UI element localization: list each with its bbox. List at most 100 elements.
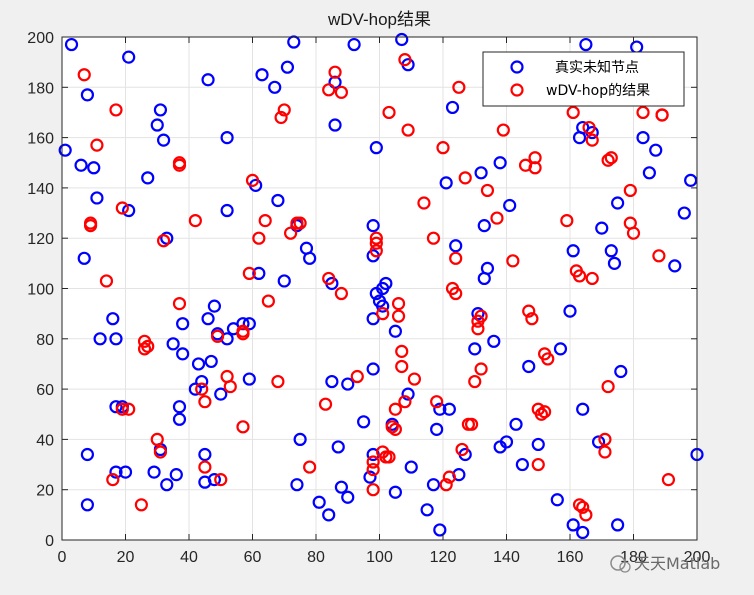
- wdvhop-estimate-point: [188, 213, 202, 228]
- true-node-point: [404, 460, 418, 474]
- wdvhop-estimate-point: [322, 83, 336, 97]
- wdvhop-estimate-point: [458, 171, 472, 185]
- true-node-point: [420, 503, 434, 517]
- true-node-point: [576, 525, 590, 540]
- chart-title: wDV-hop结果: [327, 10, 431, 29]
- wdvhop-estimate-point: [442, 470, 456, 484]
- true-node-point: [566, 518, 580, 532]
- wdvhop-estimate-point: [366, 483, 380, 497]
- true-node-point: [109, 332, 123, 346]
- legend-label-wdvhop: wDV-hop的结果: [546, 83, 650, 99]
- true-node-point: [487, 334, 501, 348]
- wdvhop-estimate-point: [398, 53, 412, 67]
- true-node-point: [550, 493, 564, 507]
- true-node-point: [106, 312, 120, 326]
- y-tick-label: 140: [27, 181, 54, 198]
- wdvhop-estimate-point: [439, 478, 453, 492]
- true-node-point: [604, 244, 618, 258]
- wdvhop-estimate-point: [369, 236, 383, 250]
- wdvhop-estimate-point: [598, 432, 612, 446]
- wdvhop-estimate-point: [455, 442, 469, 457]
- true-node-point: [449, 239, 463, 253]
- true-node-point: [433, 402, 447, 416]
- y-tick-label: 120: [27, 231, 54, 248]
- wechat-icon-2: [619, 561, 631, 573]
- wdvhop-estimate-point: [585, 133, 599, 147]
- true-node-point: [169, 468, 183, 482]
- wdvhop-estimate-point: [572, 498, 587, 512]
- true-node-point: [357, 415, 371, 429]
- true-node-point: [579, 37, 593, 52]
- wdvhop-estimate-point: [293, 216, 307, 230]
- wdvhop-estimate-point: [388, 402, 402, 416]
- true-node-point: [611, 196, 625, 210]
- true-node-point: [157, 133, 171, 147]
- legend-marker-true: [510, 60, 524, 74]
- legend-label-true: 真实未知节点: [555, 59, 639, 76]
- wdvhop-estimate-point: [531, 457, 545, 472]
- wdvhop-estimate-point: [134, 498, 148, 512]
- true-node-point: [176, 347, 190, 361]
- wdvhop-estimate-point: [141, 339, 155, 353]
- wdvhop-estimate-point: [236, 420, 250, 434]
- true-node-point: [271, 193, 285, 208]
- x-tick-label: 80: [307, 549, 325, 566]
- x-tick-label: 200: [684, 549, 711, 566]
- wdvhop-estimate-point: [506, 254, 520, 268]
- wdvhop-estimate-point: [601, 153, 615, 167]
- wdvhop-estimate-point: [528, 161, 542, 175]
- true-node-point: [277, 274, 291, 288]
- wdvhop-estimate-point: [115, 402, 129, 416]
- true-node-point: [503, 198, 517, 213]
- true-node-point: [430, 422, 444, 436]
- wdvhop-estimate-point: [366, 455, 380, 469]
- true-node-point: [147, 465, 161, 479]
- true-node-point: [255, 68, 269, 82]
- wdvhop-estimate-point: [277, 103, 291, 117]
- wdvhop-estimate-point: [395, 359, 409, 374]
- wdvhop-estimate-point: [150, 432, 164, 446]
- wdvhop-estimate-point: [258, 213, 272, 228]
- wdvhop-estimate-point: [636, 105, 650, 120]
- true-node-point: [369, 141, 383, 155]
- wdvhop-estimate-point: [490, 211, 504, 225]
- true-node-point: [379, 276, 393, 291]
- wdvhop-estimate-point: [579, 508, 593, 522]
- true-node-point: [471, 307, 485, 321]
- true-node-point: [312, 495, 326, 509]
- wdvhop-estimate-point: [582, 120, 596, 135]
- true-node-point: [77, 251, 91, 265]
- true-node-point: [388, 324, 402, 338]
- wdvhop-estimate-point: [198, 460, 212, 474]
- true-node-point: [445, 100, 460, 115]
- true-node-point: [80, 88, 95, 102]
- true-node-point: [188, 382, 202, 396]
- wdvhop-estimate-point: [236, 324, 250, 338]
- wdvhop-estimate-point: [271, 374, 285, 389]
- true-node-point: [611, 518, 625, 532]
- true-node-point: [242, 317, 256, 331]
- true-node-point: [322, 508, 336, 522]
- true-node-point: [109, 400, 123, 414]
- x-axis: 0 20 40 60 80 100 120 140 160 180 200: [58, 37, 711, 566]
- true-node-point: [207, 473, 221, 487]
- true-node-point: [522, 359, 536, 374]
- wdvhop-estimate-point: [474, 309, 488, 323]
- true-node-point: [334, 480, 348, 494]
- wdvhop-estimate-point: [83, 219, 98, 233]
- true-node-point: [401, 387, 415, 401]
- true-node-point: [553, 342, 568, 356]
- legend[interactable]: 真实未知节点 wDV-hop的结果: [482, 51, 685, 107]
- wdvhop-estimate-point: [318, 397, 333, 411]
- wdvhop-estimate-point: [626, 226, 641, 240]
- wdvhop-estimate-point: [407, 372, 422, 386]
- wdvhop-estimate-point: [576, 500, 590, 514]
- wdvhop-estimate-point: [496, 123, 510, 137]
- wdvhop-estimate-point: [449, 286, 463, 301]
- wechat-icon: [610, 555, 626, 571]
- true-node-point: [376, 299, 390, 313]
- wdvhop-estimate-point: [77, 68, 91, 82]
- true-node-point: [201, 312, 215, 326]
- wdvhop-estimate-point: [261, 294, 275, 308]
- wdvhop-estimate-point: [541, 352, 555, 366]
